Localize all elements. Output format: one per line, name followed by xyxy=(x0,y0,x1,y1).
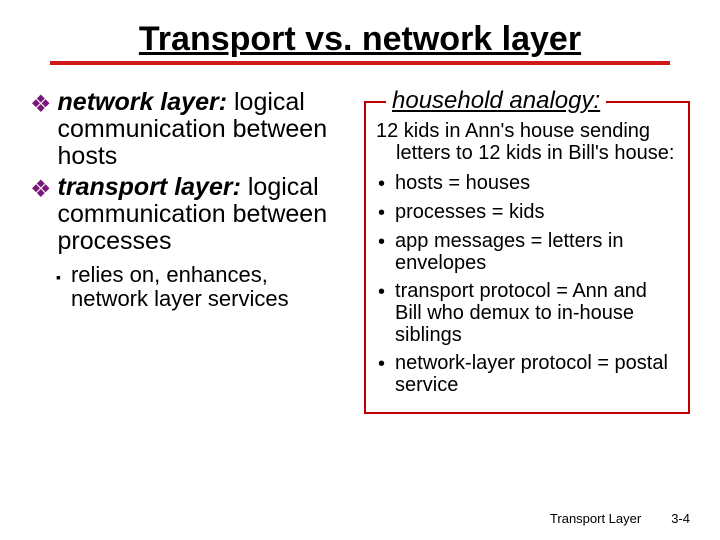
analogy-bullet: • network-layer protocol = postal servic… xyxy=(376,352,678,396)
analogy-bullet: • hosts = houses xyxy=(376,172,678,195)
bullet-text: app messages = letters in envelopes xyxy=(395,230,678,274)
bullet-body: transport layer: logical communication b… xyxy=(58,174,340,255)
bullet-text: network-layer protocol = postal service xyxy=(395,352,678,396)
bullet-network-layer: ❖ network layer: logical communication b… xyxy=(30,89,340,170)
bullet-text: processes = kids xyxy=(395,201,545,223)
footer-label: Transport Layer xyxy=(550,511,641,526)
bullet-text: hosts = houses xyxy=(395,172,530,194)
sub-bullet: ▪ relies on, enhances, network layer ser… xyxy=(56,263,340,311)
analogy-bullet: • app messages = letters in envelopes xyxy=(376,230,678,274)
diamond-icon: ❖ xyxy=(30,178,52,202)
dot-icon: • xyxy=(378,202,385,224)
footer-page: 3-4 xyxy=(671,511,690,526)
dot-icon: • xyxy=(378,173,385,195)
term-network: network layer: xyxy=(58,88,228,116)
sub-body: relies on, enhances, network layer servi… xyxy=(71,263,340,311)
bullet-transport-layer: ❖ transport layer: logical communication… xyxy=(30,174,340,255)
left-column: ❖ network layer: logical communication b… xyxy=(30,89,340,414)
analogy-intro: 12 kids in Ann's house sending letters t… xyxy=(396,121,678,164)
content-columns: ❖ network layer: logical communication b… xyxy=(30,89,690,414)
footer: Transport Layer 3-4 xyxy=(550,511,690,526)
diamond-icon: ❖ xyxy=(30,93,52,117)
analogy-bullet: • processes = kids xyxy=(376,201,678,224)
analogy-bullet: • transport protocol = Ann and Bill who … xyxy=(376,280,678,346)
right-column: household analogy: 12 kids in Ann's hous… xyxy=(364,89,690,414)
analogy-box: household analogy: 12 kids in Ann's hous… xyxy=(364,101,690,414)
bullet-text: transport protocol = Ann and Bill who de… xyxy=(395,280,678,346)
dot-icon: • xyxy=(378,231,385,253)
term-transport: transport layer: xyxy=(58,173,241,201)
slide-title: Transport vs. network layer xyxy=(50,20,670,65)
dot-icon: • xyxy=(378,281,385,303)
dot-icon: • xyxy=(378,353,385,375)
analogy-title: household analogy: xyxy=(386,87,606,115)
square-icon: ▪ xyxy=(56,269,61,285)
bullet-body: network layer: logical communication bet… xyxy=(58,89,340,170)
